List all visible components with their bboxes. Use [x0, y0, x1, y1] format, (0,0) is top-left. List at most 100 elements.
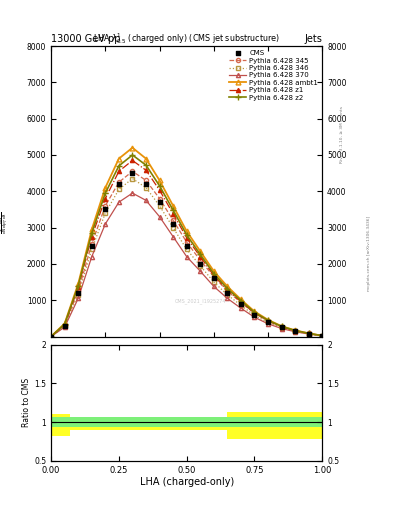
Pythia 6.428 ambt1	[184, 228, 189, 234]
Pythia 6.428 370	[239, 305, 243, 311]
Pythia 6.428 346	[157, 203, 162, 209]
Line: Pythia 6.428 z2: Pythia 6.428 z2	[48, 152, 325, 339]
Pythia 6.428 345	[239, 300, 243, 306]
CMS	[61, 322, 68, 330]
Pythia 6.428 370	[293, 329, 298, 335]
Pythia 6.428 370	[157, 214, 162, 220]
Pythia 6.428 370	[116, 199, 121, 205]
Pythia 6.428 345	[252, 310, 257, 316]
Pythia 6.428 370	[225, 295, 230, 302]
Pythia 6.428 370	[306, 331, 311, 337]
Pythia 6.428 346	[130, 176, 135, 182]
Text: mcplots.cern.ch [arXiv:1306.3436]: mcplots.cern.ch [arXiv:1306.3436]	[367, 216, 371, 291]
Pythia 6.428 z2	[266, 317, 270, 324]
Pythia 6.428 ambt1	[306, 330, 311, 336]
Pythia 6.428 346	[252, 312, 257, 318]
Pythia 6.428 370	[252, 314, 257, 321]
Pythia 6.428 346	[198, 263, 203, 269]
X-axis label: LHA (charged-only): LHA (charged-only)	[140, 477, 234, 487]
Pythia 6.428 z2	[293, 328, 298, 334]
CMS	[129, 169, 136, 177]
Pythia 6.428 346	[320, 333, 325, 339]
Pythia 6.428 ambt1	[252, 308, 257, 314]
Pythia 6.428 345	[49, 333, 53, 339]
Pythia 6.428 z2	[76, 283, 81, 289]
Pythia 6.428 346	[225, 292, 230, 298]
Pythia 6.428 ambt1	[144, 156, 149, 162]
Pythia 6.428 370	[279, 326, 284, 332]
Pythia 6.428 345	[198, 257, 203, 263]
Pythia 6.428 ambt1	[225, 283, 230, 289]
Pythia 6.428 346	[239, 302, 243, 308]
Pythia 6.428 z1	[171, 211, 175, 217]
Pythia 6.428 345	[171, 217, 175, 223]
CMS	[116, 180, 122, 188]
Pythia 6.428 346	[90, 246, 94, 252]
Pythia 6.428 345	[225, 288, 230, 294]
Pythia 6.428 346	[144, 185, 149, 191]
Pythia 6.428 345	[103, 203, 108, 209]
Pythia 6.428 z2	[90, 230, 94, 236]
Pythia 6.428 z2	[225, 286, 230, 292]
CMS	[89, 242, 95, 250]
Pythia 6.428 346	[184, 246, 189, 252]
CMS	[143, 180, 149, 188]
Pythia 6.428 370	[76, 295, 81, 302]
Pythia 6.428 z1	[76, 285, 81, 291]
Pythia 6.428 346	[211, 279, 216, 285]
Pythia 6.428 345	[76, 288, 81, 294]
Pythia 6.428 346	[306, 331, 311, 337]
Pythia 6.428 z1	[320, 333, 325, 339]
Pythia 6.428 z1	[293, 328, 298, 334]
Pythia 6.428 ambt1	[211, 268, 216, 274]
Pythia 6.428 370	[103, 221, 108, 227]
Line: Pythia 6.428 346: Pythia 6.428 346	[49, 177, 324, 338]
CMS	[238, 300, 244, 308]
Pythia 6.428 370	[266, 321, 270, 327]
CMS	[75, 289, 81, 297]
CMS	[197, 260, 204, 268]
CMS	[156, 198, 163, 206]
Y-axis label: Ratio to CMS: Ratio to CMS	[22, 378, 31, 428]
Pythia 6.428 z2	[116, 163, 121, 169]
Pythia 6.428 370	[49, 333, 53, 339]
CMS	[170, 220, 176, 228]
Pythia 6.428 345	[320, 333, 325, 339]
Pythia 6.428 346	[266, 319, 270, 326]
Pythia 6.428 345	[62, 322, 67, 328]
Text: $\frac{1}{\mathrm{d}N}\frac{\mathrm{d}N}{\mathrm{d}p_T\,\mathrm{d}\lambda}$: $\frac{1}{\mathrm{d}N}\frac{\mathrm{d}N}…	[0, 211, 11, 234]
Pythia 6.428 ambt1	[103, 185, 108, 191]
Pythia 6.428 370	[184, 253, 189, 260]
Pythia 6.428 370	[320, 333, 325, 339]
CMS	[224, 289, 230, 297]
Pythia 6.428 370	[198, 268, 203, 274]
Pythia 6.428 z1	[103, 196, 108, 202]
Line: Pythia 6.428 345: Pythia 6.428 345	[49, 169, 324, 338]
Pythia 6.428 z2	[157, 183, 162, 189]
Pythia 6.428 ambt1	[266, 317, 270, 323]
Pythia 6.428 345	[184, 239, 189, 245]
CMS	[265, 318, 271, 326]
Pythia 6.428 346	[49, 333, 53, 339]
Pythia 6.428 ambt1	[76, 281, 81, 287]
Pythia 6.428 ambt1	[90, 226, 94, 232]
Pythia 6.428 ambt1	[171, 203, 175, 209]
Pythia 6.428 z1	[266, 318, 270, 324]
Line: Pythia 6.428 ambt1: Pythia 6.428 ambt1	[49, 145, 325, 339]
Pythia 6.428 346	[76, 292, 81, 298]
Pythia 6.428 z2	[320, 333, 325, 339]
Pythia 6.428 346	[62, 323, 67, 329]
Pythia 6.428 z2	[103, 190, 108, 196]
Pythia 6.428 z1	[130, 157, 135, 163]
Pythia 6.428 z1	[225, 287, 230, 293]
Pythia 6.428 z1	[252, 310, 257, 316]
CMS	[252, 311, 258, 319]
Pythia 6.428 z2	[306, 330, 311, 336]
Text: Jets: Jets	[305, 33, 322, 44]
Text: Rivet 3.1.10, ≥ 3M events: Rivet 3.1.10, ≥ 3M events	[340, 106, 344, 163]
Pythia 6.428 370	[130, 190, 135, 196]
Pythia 6.428 z1	[198, 253, 203, 260]
Pythia 6.428 z1	[49, 333, 53, 339]
Pythia 6.428 346	[293, 328, 298, 334]
Pythia 6.428 z2	[144, 162, 149, 168]
